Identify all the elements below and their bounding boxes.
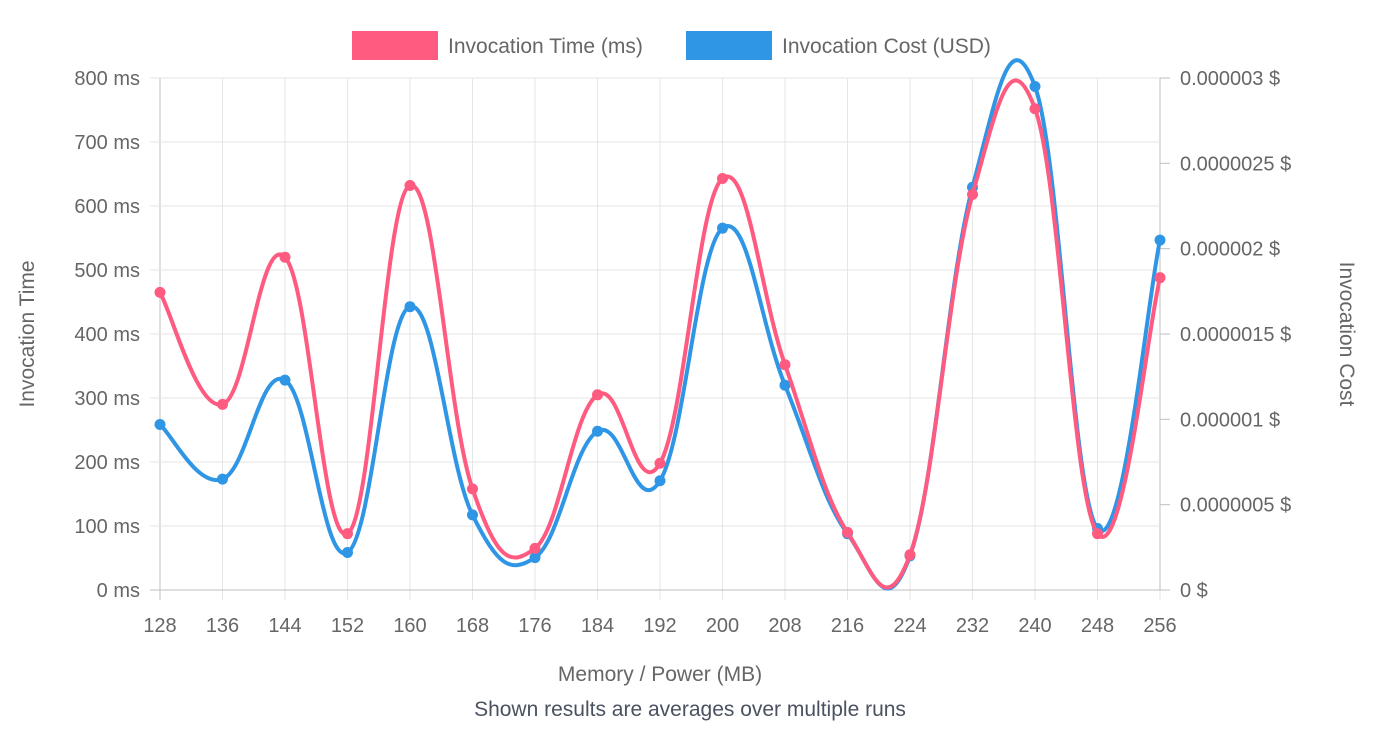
invocation-time-legend-swatch (352, 31, 438, 60)
x-tick-label: 168 (456, 615, 489, 637)
x-tick-label: 144 (268, 615, 301, 637)
x-tick-label: 216 (831, 615, 864, 637)
invocation-time-point (154, 286, 166, 298)
invocation-cost-point (1154, 234, 1166, 246)
y-axis-title: Invocation Time (16, 260, 39, 407)
x-tick-label: 152 (331, 615, 364, 637)
x-tick-label: 176 (518, 615, 551, 637)
invocation-cost-point (1029, 81, 1041, 93)
invocation-time-point (904, 549, 916, 561)
y2-tick-label: 0.0000005 $ (1180, 495, 1291, 517)
y2-tick-label: 0.000003 $ (1180, 68, 1280, 90)
x-tick-label: 192 (643, 615, 676, 637)
invocation-cost-point (154, 418, 166, 430)
y2-tick-label: 0.0000015 $ (1180, 324, 1291, 346)
y-tick-label: 300 ms (74, 388, 140, 410)
y-tick-label: 400 ms (74, 324, 140, 346)
x-tick-label: 200 (706, 615, 739, 637)
chart-caption: Shown results are averages over multiple… (474, 698, 906, 721)
y-tick-label: 700 ms (74, 132, 140, 154)
y-tick-label: 0 ms (97, 580, 140, 602)
x-tick-label: 240 (1018, 615, 1051, 637)
invocation-time-point (404, 180, 416, 192)
y-tick-label: 800 ms (74, 68, 140, 90)
invocation-time-point (717, 172, 728, 184)
x-tick-label: 160 (393, 615, 426, 637)
invocation-cost-point (467, 509, 478, 521)
invocation-time-point (217, 398, 228, 410)
invocation-cost-point (404, 301, 416, 313)
invocation-time-point (467, 483, 478, 495)
invocation-cost-point (654, 475, 666, 487)
x-tick-label: 232 (956, 615, 989, 637)
invocation-time-point (529, 542, 541, 554)
x-tick-label: 224 (893, 615, 926, 637)
invocation-time-point (1092, 528, 1103, 540)
invocation-cost-point (717, 222, 728, 234)
x-tick-label: 248 (1081, 615, 1114, 637)
invocation-cost-point (592, 425, 603, 437)
invocation-time-point (967, 188, 978, 200)
y2-axis-title: Invocation Cost (1335, 262, 1358, 407)
y-tick-label: 500 ms (74, 260, 140, 282)
invocation-time-point (779, 359, 791, 371)
x-tick-label: 208 (768, 615, 801, 637)
x-axis-title: Memory / Power (MB) (558, 663, 762, 686)
invocation-time-line (158, 78, 1162, 590)
invocation-time-point (342, 528, 353, 540)
y2-tick-label: 0.0000025 $ (1180, 153, 1291, 175)
y-tick-label: 200 ms (74, 452, 140, 474)
x-tick-label: 256 (1143, 615, 1176, 637)
invocation-cost-point (217, 473, 228, 485)
invocation-cost-legend-swatch (686, 31, 772, 60)
x-tick-label: 184 (581, 615, 614, 637)
x-tick-label: 136 (206, 615, 239, 637)
invocation-cost-point (279, 374, 291, 386)
invocation-time-point (279, 251, 291, 263)
invocation-cost-legend-label: Invocation Cost (USD) (782, 35, 991, 58)
y-tick-label: 600 ms (74, 196, 140, 218)
x-tick-label: 128 (143, 615, 176, 637)
y2-tick-label: 0.000002 $ (1180, 239, 1280, 261)
invocation-time-point (654, 457, 666, 469)
y-tick-label: 100 ms (74, 516, 140, 538)
invocation-time-point (1029, 103, 1041, 115)
y2-tick-label: 0.000001 $ (1180, 409, 1280, 431)
invocation-time-point (592, 389, 603, 401)
invocation-cost-point (529, 552, 541, 564)
invocation-time-point (842, 526, 853, 538)
line-chart: 128 136 144 152 160 168 176 184 192 200 208 216 224 2… (16, 31, 1358, 686)
y2-tick-label: 0 $ (1180, 580, 1208, 602)
invocation-cost-point (779, 379, 791, 391)
invocation-cost-point (342, 546, 353, 558)
invocation-time-legend-label: Invocation Time (ms) (448, 35, 643, 58)
invocation-time-point (1154, 272, 1166, 284)
